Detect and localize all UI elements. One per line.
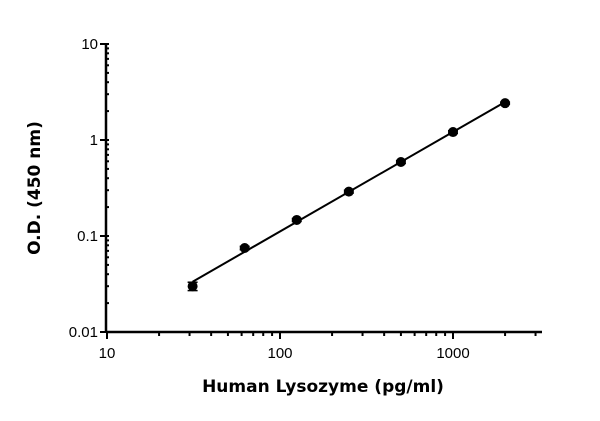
y-tick-label: 0.1 bbox=[77, 228, 98, 245]
y-tick-label: 0.01 bbox=[69, 324, 98, 341]
data-point bbox=[500, 98, 511, 109]
data-point bbox=[187, 281, 198, 292]
y-tick-label: 10 bbox=[81, 36, 98, 53]
x-axis-title: Human Lysozyme (pg/ml) bbox=[202, 377, 444, 397]
y-axis-title: O.D. (450 nm) bbox=[25, 121, 45, 255]
x-tick-label: 1000 bbox=[436, 345, 469, 362]
data-point bbox=[395, 156, 406, 167]
data-point bbox=[239, 242, 250, 253]
data-point bbox=[291, 214, 302, 225]
x-tick-label: 10 bbox=[99, 345, 116, 362]
y-tick-label: 1 bbox=[90, 132, 98, 149]
data-point bbox=[343, 186, 354, 197]
data-point bbox=[448, 127, 458, 138]
x-tick-label: 100 bbox=[267, 345, 292, 362]
